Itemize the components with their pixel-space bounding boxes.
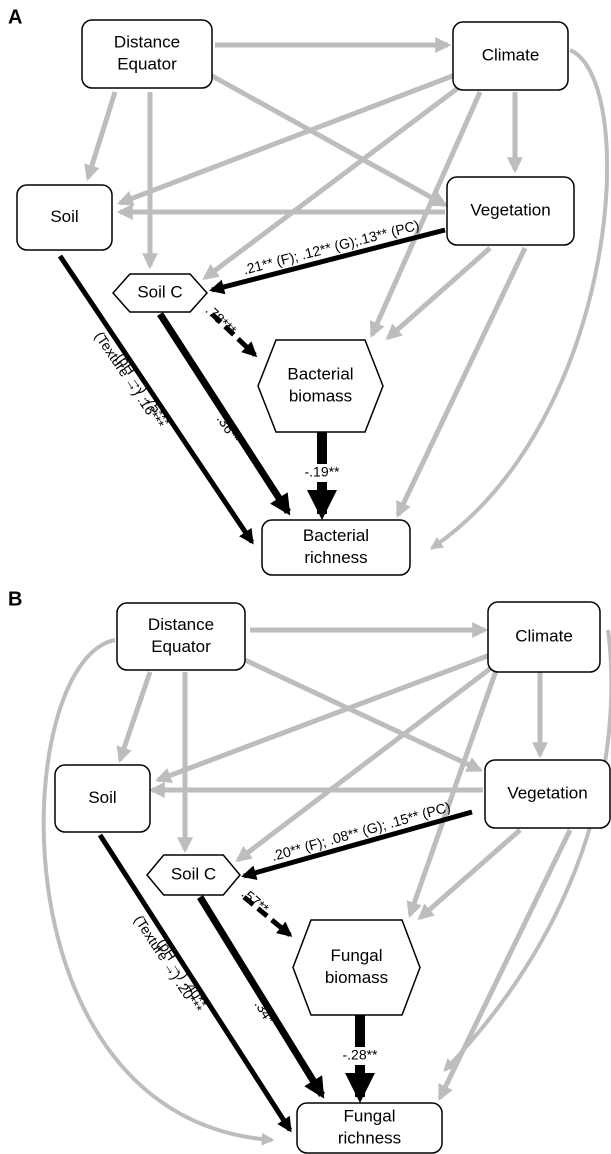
gray-curve: [443, 629, 611, 1072]
label-bg: [296, 464, 348, 482]
panel-label: A: [8, 6, 22, 28]
significant-path: [241, 809, 473, 880]
path-coefficient: .57**: [239, 885, 273, 917]
node-label: biomass: [325, 968, 388, 987]
node-label: Soil C: [137, 282, 182, 301]
node-box: [261, 519, 411, 576]
node-label: Soil C: [171, 864, 216, 883]
node-label: Bacterial: [303, 526, 369, 545]
gray-curve: [429, 48, 610, 550]
significant-path: [197, 895, 325, 1099]
gray-curve: [41, 638, 275, 1146]
gray-path: [437, 828, 573, 1101]
node-label: Distance: [114, 32, 180, 51]
label-bg: [334, 1047, 386, 1065]
node-box: [487, 601, 601, 673]
node-label: Vegetation: [470, 200, 550, 219]
gray-path: [202, 83, 464, 280]
node-label: Distance: [148, 615, 214, 634]
node-label: Fungal: [331, 946, 383, 965]
gray-path: [155, 652, 491, 783]
path-coefficient: (Texture →) .20***: [131, 912, 206, 1016]
path-coefficient: .20** (F); .08** (G); .15** (PC): [270, 798, 453, 863]
gray-path: [117, 72, 456, 206]
significant-path: [97, 833, 293, 1133]
node-label: Climate: [515, 626, 573, 645]
gray-path: [395, 246, 528, 518]
node-label: Climate: [482, 45, 540, 64]
node-box: [116, 602, 246, 671]
node-hexagon: [292, 919, 421, 1016]
gray-path: [84, 91, 118, 182]
gray-path: [385, 246, 492, 341]
significant-path: [209, 227, 446, 295]
node-label: Equator: [117, 54, 177, 73]
node-label: richness: [304, 548, 367, 567]
node-hexagon: [111, 273, 209, 313]
node-box: [484, 759, 611, 829]
gray-path: [203, 69, 448, 208]
significant-path: [210, 312, 258, 358]
node-box: [54, 764, 151, 833]
path-coefficient: -.19**: [304, 464, 340, 480]
node-box: [81, 19, 213, 89]
node-label: Soil: [50, 207, 78, 226]
gray-path: [116, 671, 153, 764]
panel-label: B: [8, 588, 22, 610]
gray-path: [417, 828, 522, 921]
significant-path: [242, 895, 293, 937]
node-hexagon: [146, 854, 241, 896]
node-label: Fungal: [344, 1106, 396, 1125]
node-box: [446, 176, 575, 246]
gray-path: [235, 663, 497, 862]
node-label: Soil: [88, 788, 116, 807]
node-label: biomass: [289, 386, 352, 405]
node-box: [452, 21, 569, 91]
path-coefficient: -.28**: [342, 1047, 378, 1063]
node-box: [296, 1102, 443, 1154]
path-coefficient: .21** (F); .12** (G);.13** (PC): [241, 217, 421, 278]
node-hexagon: [257, 339, 384, 433]
gray-path: [243, 657, 483, 773]
node-box: [16, 184, 113, 251]
significant-path: [57, 254, 255, 545]
significant-path: [157, 312, 291, 516]
path-coefficient: (Texture →) .16***: [92, 329, 168, 432]
node-label: Equator: [151, 637, 211, 656]
node-label: Bacterial: [287, 364, 353, 383]
node-label: richness: [338, 1128, 401, 1147]
node-label: Vegetation: [507, 783, 587, 802]
